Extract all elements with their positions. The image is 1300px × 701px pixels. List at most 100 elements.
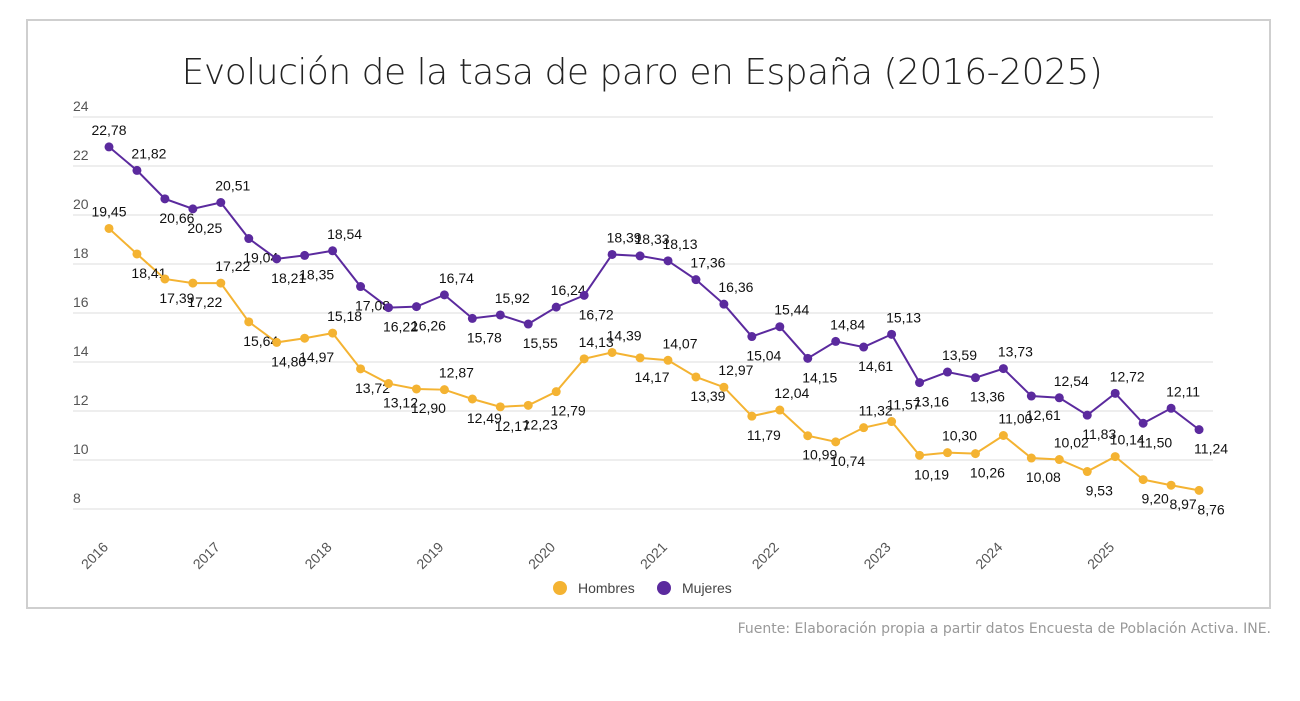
data-label: 12,23 bbox=[523, 416, 558, 432]
data-point bbox=[216, 278, 226, 288]
data-label: 13,72 bbox=[355, 380, 390, 396]
data-label: 20,51 bbox=[215, 178, 250, 194]
data-label: 12,61 bbox=[1026, 407, 1061, 423]
legend-label: Hombres bbox=[578, 580, 635, 596]
data-label: 14,15 bbox=[802, 369, 837, 385]
x-tick-label: 2023 bbox=[860, 539, 893, 572]
data-label: 12,04 bbox=[774, 385, 809, 401]
data-point bbox=[943, 367, 952, 377]
data-label: 16,36 bbox=[718, 279, 753, 295]
legend-label: Mujeres bbox=[682, 580, 732, 596]
data-label: 12,87 bbox=[439, 365, 474, 381]
data-label: 15,13 bbox=[886, 309, 921, 325]
data-point bbox=[1026, 391, 1036, 401]
data-label: 13,36 bbox=[970, 389, 1005, 405]
data-point bbox=[132, 165, 142, 175]
data-label: 11,00 bbox=[998, 411, 1032, 427]
data-point bbox=[831, 437, 841, 447]
y-tick-label: 16 bbox=[73, 294, 89, 310]
data-point bbox=[915, 450, 925, 460]
data-point bbox=[411, 302, 421, 312]
data-point bbox=[439, 385, 449, 395]
data-label: 12,79 bbox=[551, 403, 586, 419]
data-point bbox=[551, 387, 561, 397]
data-label: 13,12 bbox=[383, 395, 418, 411]
data-point bbox=[719, 382, 729, 392]
data-label: 12,11 bbox=[1166, 383, 1200, 399]
data-point bbox=[607, 249, 617, 259]
data-point bbox=[803, 353, 813, 363]
data-point bbox=[775, 405, 785, 415]
data-point bbox=[439, 290, 449, 300]
data-point bbox=[691, 372, 701, 382]
data-point bbox=[272, 337, 282, 347]
data-point bbox=[1166, 403, 1176, 413]
data-point bbox=[523, 319, 533, 329]
data-point bbox=[1082, 410, 1092, 420]
data-label: 15,18 bbox=[327, 308, 362, 324]
data-point bbox=[356, 364, 366, 374]
data-point bbox=[803, 431, 813, 441]
data-point bbox=[915, 378, 925, 388]
data-label: 10,19 bbox=[914, 466, 949, 482]
data-label: 12,49 bbox=[467, 410, 502, 426]
data-label: 14,13 bbox=[579, 334, 614, 350]
data-point bbox=[1194, 425, 1204, 435]
data-label: 15,44 bbox=[774, 302, 809, 318]
data-point bbox=[551, 302, 561, 312]
data-label: 11,83 bbox=[1082, 426, 1116, 442]
data-label: 14,61 bbox=[858, 358, 893, 374]
data-label: 18,35 bbox=[299, 266, 334, 282]
data-label: 16,26 bbox=[411, 318, 446, 334]
data-label: 13,16 bbox=[914, 394, 949, 410]
data-point bbox=[523, 400, 533, 410]
data-label: 19,45 bbox=[91, 203, 126, 219]
chart-title: Evolución de la tasa de paro en España (… bbox=[181, 52, 1103, 93]
data-label: 8,76 bbox=[1197, 501, 1224, 517]
data-label: 14,84 bbox=[830, 316, 865, 332]
data-point bbox=[998, 431, 1008, 440]
y-tick-label: 14 bbox=[73, 343, 89, 359]
legend-marker bbox=[657, 581, 671, 595]
data-label: 20,25 bbox=[187, 220, 222, 236]
data-label: 21,82 bbox=[131, 145, 166, 161]
data-point bbox=[495, 402, 505, 412]
data-label: 14,07 bbox=[662, 335, 697, 351]
data-point bbox=[384, 379, 393, 389]
y-tick-label: 20 bbox=[73, 196, 89, 212]
data-point bbox=[635, 251, 645, 261]
data-label: 12,90 bbox=[411, 400, 446, 416]
data-label: 17,39 bbox=[159, 290, 194, 306]
data-label: 12,97 bbox=[718, 362, 753, 378]
data-point bbox=[887, 417, 897, 427]
data-label: 10,08 bbox=[1026, 469, 1061, 485]
data-label: 10,02 bbox=[1054, 435, 1089, 451]
data-point bbox=[1138, 475, 1148, 485]
data-label: 14,97 bbox=[299, 349, 334, 365]
data-label: 15,55 bbox=[523, 335, 558, 351]
chart-source: Fuente: Elaboración propia a partir dato… bbox=[737, 621, 1271, 637]
data-point bbox=[411, 384, 421, 394]
y-tick-label: 24 bbox=[73, 98, 89, 114]
data-label: 18,13 bbox=[662, 236, 697, 252]
data-point bbox=[663, 355, 673, 365]
data-label: 16,74 bbox=[439, 270, 474, 286]
data-label: 18,33 bbox=[635, 231, 670, 247]
data-label: 11,24 bbox=[1194, 441, 1228, 457]
data-label: 16,22 bbox=[383, 319, 418, 335]
x-tick-label: 2020 bbox=[525, 539, 558, 572]
data-label: 18,21 bbox=[271, 270, 306, 286]
data-label: 14,17 bbox=[635, 369, 670, 385]
data-label: 10,30 bbox=[942, 428, 977, 444]
data-label: 11,79 bbox=[747, 427, 781, 443]
x-tick-label: 2021 bbox=[637, 539, 670, 572]
data-label: 18,41 bbox=[131, 265, 166, 281]
data-point bbox=[188, 204, 198, 214]
data-label: 17,22 bbox=[215, 258, 250, 274]
x-tick-label: 2025 bbox=[1084, 539, 1117, 572]
data-point bbox=[859, 342, 869, 352]
data-point bbox=[300, 333, 310, 343]
data-point bbox=[216, 198, 226, 208]
data-label: 15,64 bbox=[243, 333, 278, 349]
